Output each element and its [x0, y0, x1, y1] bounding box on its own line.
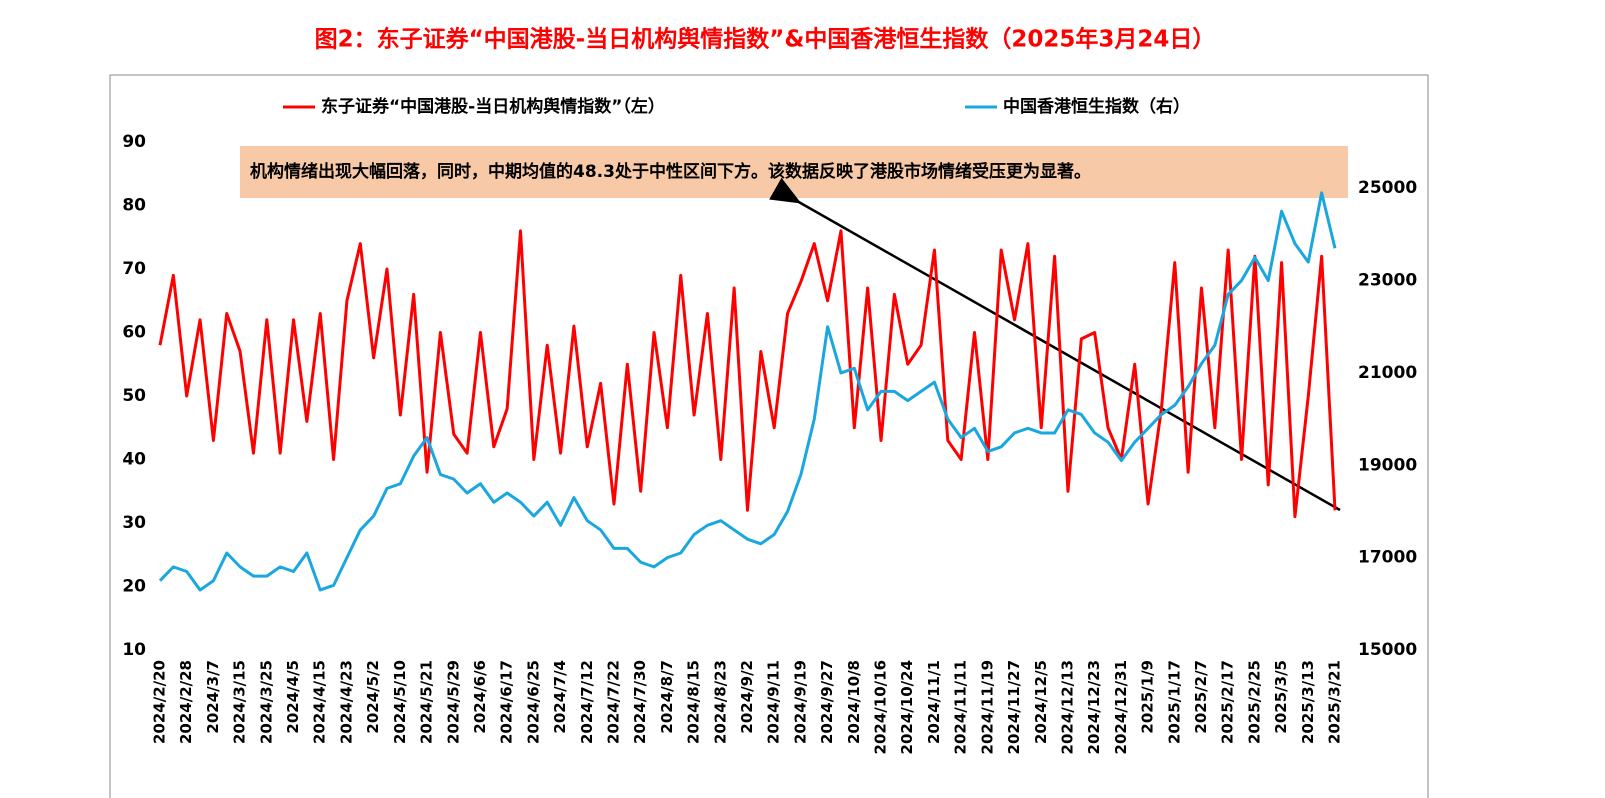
x-tick-label: 2025/3/21 [1326, 660, 1344, 744]
x-tick-label: 2024/11/1 [925, 660, 943, 744]
legend-label: 中国香港恒生指数（右） [1003, 96, 1190, 117]
x-tick-label: 2024/10/16 [872, 660, 890, 754]
x-tick-label: 2024/3/7 [204, 660, 222, 734]
x-tick-label: 2024/7/22 [604, 660, 622, 744]
x-tick-label: 2024/7/12 [578, 660, 596, 744]
x-tick-label: 2025/2/17 [1219, 660, 1237, 744]
y2-tick-label: 23000 [1358, 271, 1417, 291]
y-tick-label: 90 [122, 132, 146, 152]
x-tick-label: 2024/9/27 [818, 660, 836, 744]
x-tick-label: 2024/11/19 [978, 660, 996, 754]
x-tick-label: 2025/3/13 [1299, 660, 1317, 744]
x-tick-label: 2024/7/4 [551, 660, 569, 734]
x-tick-label: 2024/8/15 [685, 660, 703, 744]
line [158, 191, 1337, 592]
x-tick-label: 2024/12/5 [1032, 660, 1050, 744]
x-tick-label: 2024/6/6 [471, 660, 489, 734]
y-tick-label: 50 [122, 386, 146, 406]
x-tick-label: 2024/6/25 [524, 660, 542, 744]
y2-tick-label: 19000 [1358, 455, 1417, 475]
frame [109, 74, 1429, 798]
x-tick-label: 2024/11/27 [1005, 660, 1023, 754]
x-tick-label: 2024/5/21 [418, 660, 436, 744]
x-tick-label: 2024/5/29 [444, 660, 462, 744]
x-tick-label: 2024/8/7 [658, 660, 676, 734]
trend-arrow [769, 177, 1341, 512]
x-tick-label: 2025/1/9 [1139, 660, 1157, 734]
x-tick-label: 2024/3/25 [257, 660, 275, 744]
x-tick-label: 2025/1/17 [1165, 660, 1183, 744]
x-tick-label: 2024/12/31 [1112, 660, 1130, 754]
y-tick-label: 40 [122, 450, 146, 470]
x-tick-label: 2025/2/7 [1192, 660, 1210, 734]
y-tick-label: 70 [122, 259, 146, 279]
x-tick-label: 2024/8/23 [711, 660, 729, 744]
x-tick-label: 2024/12/23 [1085, 660, 1103, 754]
x-tick-label: 2025/2/25 [1245, 660, 1263, 744]
y-tick-label: 10 [122, 640, 146, 660]
x-tick-label: 2025/3/5 [1272, 660, 1290, 734]
x-tick-label: 2024/7/30 [631, 660, 649, 744]
x-tick-label: 2024/5/10 [391, 660, 409, 744]
x-tick-label: 2024/4/23 [337, 660, 355, 744]
y2-tick-label: 25000 [1358, 178, 1417, 198]
x-tick-label: 2024/10/8 [845, 660, 863, 744]
x-tick-label: 2024/10/24 [898, 660, 916, 754]
y-tick-label: 20 [122, 577, 146, 597]
x-tick-label: 2024/6/17 [498, 660, 516, 744]
x-tick-label: 2024/2/20 [151, 660, 169, 744]
x-tick-label: 2024/9/11 [765, 660, 783, 744]
x-tick-label: 2024/4/15 [311, 660, 329, 744]
y-tick-label: 30 [122, 513, 146, 533]
legend-label: 东子证券“中国港股-当日机构舆情指数”（左） [321, 96, 665, 117]
x-tick-label: 2024/5/2 [364, 660, 382, 734]
x-tick-label: 2024/4/5 [284, 660, 302, 734]
y2-tick-label: 17000 [1358, 548, 1417, 568]
x-tick-label: 2024/9/2 [738, 660, 756, 734]
x-tick-label: 2024/12/13 [1058, 660, 1076, 754]
y2-tick-label: 21000 [1358, 363, 1417, 383]
x-tick-label: 2024/9/19 [791, 660, 809, 744]
chart-title: 图2：东子证券“中国港股-当日机构舆情指数”&中国香港恒生指数（2025年3月2… [315, 26, 1216, 53]
y-tick-label: 80 [122, 196, 146, 216]
y2-tick-label: 15000 [1358, 640, 1417, 660]
line [158, 229, 1337, 519]
x-tick-label: 2024/3/15 [231, 660, 249, 744]
y-tick-label: 60 [122, 323, 146, 343]
x-tick-label: 2024/2/28 [177, 660, 195, 744]
annotation: 机构情绪出现大幅回落，同时，中期均值的48.3处于中性区间下方。该数据反映了港股… [250, 161, 1091, 182]
x-tick-label: 2024/11/11 [952, 660, 970, 754]
